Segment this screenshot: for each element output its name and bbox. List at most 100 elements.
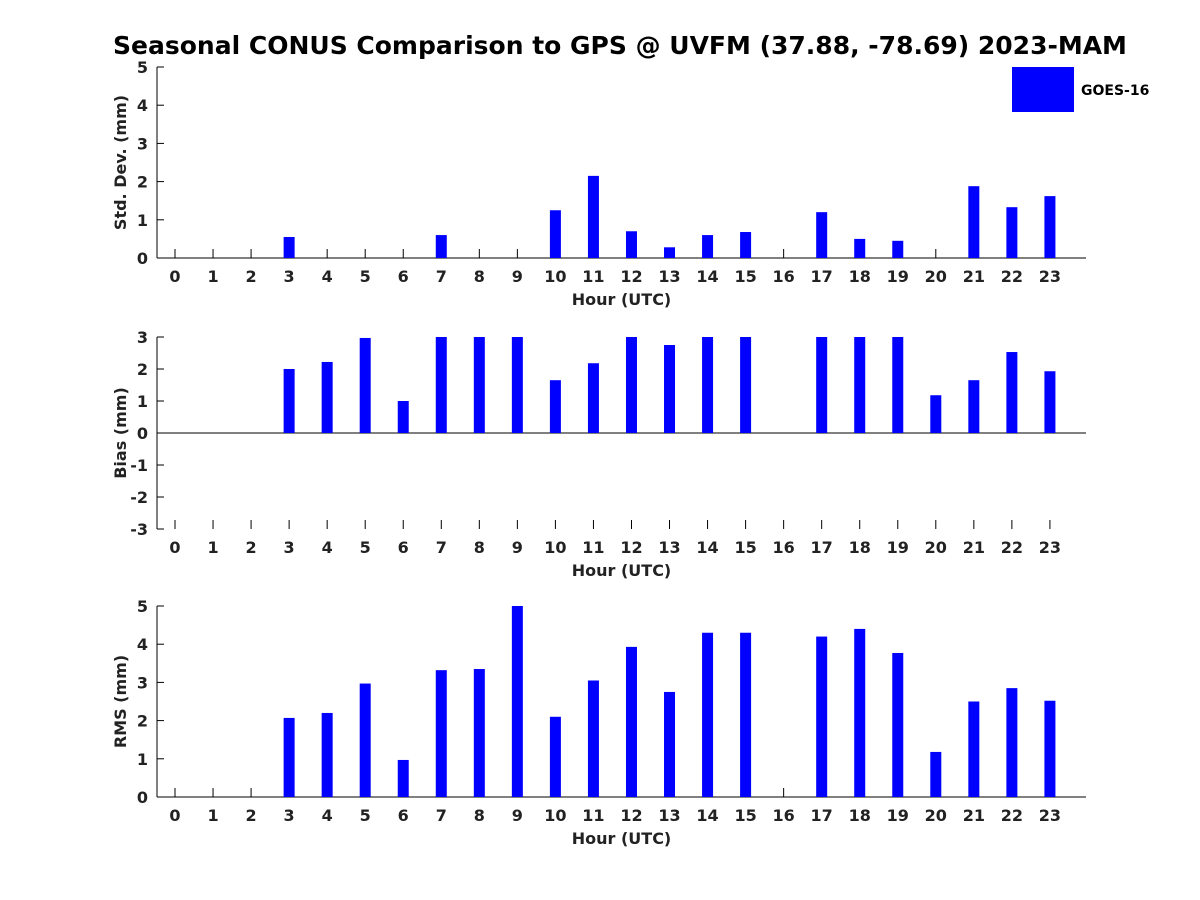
bar-hour-7 (435, 337, 447, 433)
x-tick-label: 23 (1039, 806, 1061, 825)
bar-hour-17 (816, 337, 828, 433)
x-tick-label: 13 (658, 806, 680, 825)
x-tick-label: 3 (284, 538, 295, 557)
bar-hour-9 (511, 337, 523, 433)
x-tick-label: 4 (322, 806, 333, 825)
y-tick-label: 3 (137, 328, 148, 347)
y-tick-label: 1 (137, 211, 148, 230)
bar-hour-14 (702, 337, 714, 433)
x-tick-label: 7 (436, 267, 447, 286)
x-tick-label: 15 (734, 806, 756, 825)
x-tick-label: 3 (284, 806, 295, 825)
bar-hour-12 (625, 337, 637, 433)
x-tick-label: 6 (398, 267, 409, 286)
x-tick-label: 20 (925, 538, 947, 557)
x-tick-label: 17 (811, 538, 833, 557)
bar-hour-19 (892, 240, 904, 258)
x-tick-label: 16 (773, 538, 795, 557)
y-tick-label: 4 (137, 96, 148, 115)
y-tick-label: 3 (137, 134, 148, 153)
bar-hour-6 (397, 401, 409, 433)
bar-hour-22 (1006, 688, 1018, 797)
y-tick-label: -2 (130, 488, 148, 507)
x-tick-label: 12 (620, 538, 642, 557)
x-tick-label: 19 (887, 806, 909, 825)
bar-hour-6 (397, 759, 409, 797)
legend-label-goes16: GOES-16 (1081, 83, 1149, 99)
bar-hour-23 (1044, 196, 1056, 258)
bar-hour-18 (854, 628, 866, 797)
x-tick-label: 4 (322, 267, 333, 286)
bar-hour-9 (511, 606, 523, 797)
x-tick-label: 18 (849, 806, 871, 825)
bar-hour-20 (930, 395, 942, 433)
x-tick-label: 1 (207, 806, 218, 825)
x-tick-label: 21 (963, 806, 985, 825)
x-tick-label: 1 (207, 267, 218, 286)
bar-hour-22 (1006, 352, 1018, 433)
x-tick-label: 0 (169, 267, 180, 286)
x-tick-label: 2 (246, 806, 257, 825)
bar-hour-3 (283, 717, 295, 797)
x-tick-label: 17 (811, 267, 833, 286)
legend: GOES-16 (1012, 67, 1149, 112)
x-tick-label: 19 (887, 267, 909, 286)
x-tick-label: 14 (696, 806, 718, 825)
y-tick-label: 5 (137, 597, 148, 616)
bar-hour-3 (283, 369, 295, 433)
bar-hour-19 (892, 652, 904, 797)
y-tick-label: 4 (137, 635, 148, 654)
bar-hour-23 (1044, 700, 1056, 797)
y-tick-label: 5 (137, 58, 148, 77)
x-tick-label: 18 (849, 267, 871, 286)
bar-hour-21 (968, 380, 980, 433)
x-tick-label: 23 (1039, 267, 1061, 286)
bar-hour-14 (702, 235, 714, 258)
x-tick-label: 18 (849, 538, 871, 557)
x-tick-label: 10 (544, 267, 566, 286)
bar-hour-15 (740, 232, 752, 258)
y-tick-label: -1 (130, 456, 148, 475)
x-tick-label: 7 (436, 538, 447, 557)
x-tick-label: 16 (773, 806, 795, 825)
y-tick-label: 1 (137, 750, 148, 769)
bar-hour-12 (625, 231, 637, 258)
x-tick-label: 22 (1001, 267, 1023, 286)
x-axis-label: Hour (UTC) (572, 561, 672, 580)
x-tick-label: 20 (925, 806, 947, 825)
y-axis-label: Std. Dev. (mm) (111, 95, 130, 230)
x-tick-label: 2 (246, 267, 257, 286)
bar-hour-18 (854, 337, 866, 433)
x-tick-label: 14 (696, 538, 718, 557)
x-tick-label: 8 (474, 538, 485, 557)
y-tick-label: 2 (137, 712, 148, 731)
bar-hour-3 (283, 236, 295, 258)
bar-hour-11 (587, 680, 599, 797)
x-tick-label: 5 (360, 806, 371, 825)
x-tick-label: 21 (963, 267, 985, 286)
x-tick-label: 8 (474, 267, 485, 286)
x-tick-label: 12 (620, 267, 642, 286)
legend-swatch-goes16 (1012, 67, 1074, 112)
x-tick-label: 20 (925, 267, 947, 286)
x-tick-label: 13 (658, 267, 680, 286)
bar-hour-15 (740, 337, 752, 433)
bar-hour-18 (854, 238, 866, 258)
bar-hour-23 (1044, 371, 1056, 433)
bar-hour-4 (321, 712, 333, 797)
x-tick-label: 11 (582, 538, 604, 557)
x-tick-label: 8 (474, 806, 485, 825)
y-axis-label: RMS (mm) (111, 655, 130, 748)
bar-hour-15 (740, 632, 752, 797)
y-tick-label: -3 (130, 520, 148, 539)
y-tick-label: 2 (137, 360, 148, 379)
x-tick-label: 4 (322, 538, 333, 557)
x-tick-label: 14 (696, 267, 718, 286)
bar-hour-21 (968, 186, 980, 258)
y-axis-label: Bias (mm) (111, 387, 130, 479)
chart-title: Seasonal CONUS Comparison to GPS @ UVFM … (113, 31, 1127, 60)
x-tick-label: 1 (207, 538, 218, 557)
x-tick-label: 23 (1039, 538, 1061, 557)
